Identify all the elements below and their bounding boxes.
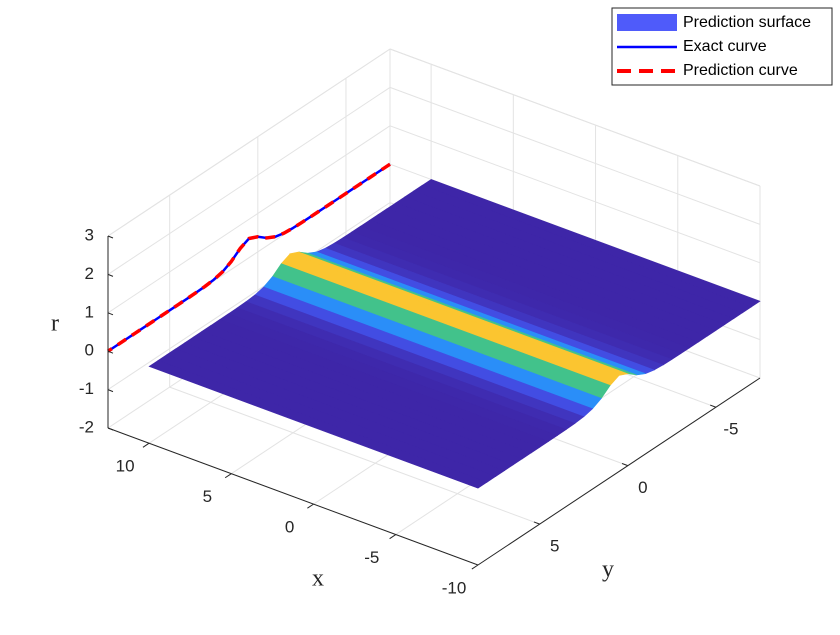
box-edge — [389, 48, 761, 187]
z-tick-label: -1 — [79, 379, 94, 398]
x-tick — [471, 564, 479, 570]
legend-label: Prediction curve — [683, 62, 798, 79]
x-tick-label: 10 — [116, 457, 135, 476]
legend-label: Exact curve — [683, 38, 767, 55]
legend: Prediction surface Exact curve Prediction … — [611, 7, 833, 86]
x-tick — [307, 503, 314, 509]
x-tick — [142, 442, 150, 448]
grid-line — [107, 86, 391, 275]
box-edge — [107, 48, 391, 237]
z-tick — [107, 312, 114, 316]
y-tick-label: 5 — [550, 537, 559, 556]
x-axis-label: x — [312, 566, 324, 592]
y-tick — [621, 463, 628, 467]
z-tick — [107, 427, 114, 431]
z-tick-label: 1 — [85, 302, 94, 321]
x-tick-label: -10 — [442, 578, 467, 597]
x-tick-label: 0 — [285, 518, 294, 537]
x-axis — [107, 427, 479, 566]
z-tick-label: 2 — [85, 264, 94, 283]
z-tick-label: 0 — [85, 341, 94, 360]
x-tick-label: 5 — [203, 487, 212, 506]
z-tick — [107, 350, 114, 354]
x-tick-label: -5 — [364, 548, 379, 567]
y-tick-label: -5 — [723, 420, 738, 439]
x-tick — [389, 534, 397, 540]
grid-line — [389, 86, 761, 225]
grid-line — [107, 125, 391, 314]
plot — [107, 162, 761, 489]
z-axis-label: r — [51, 311, 59, 337]
legend-swatch — [617, 14, 677, 31]
y-axis-label: y — [602, 557, 614, 583]
y-tick-label: 0 — [638, 478, 647, 497]
grid-line — [389, 125, 761, 264]
z-tick-label: 3 — [85, 225, 94, 244]
prediction-curve — [107, 162, 391, 353]
z-tick-label: -2 — [79, 417, 94, 436]
y-tick — [710, 404, 717, 408]
surface-strip — [148, 360, 488, 489]
z-tick — [107, 389, 114, 393]
legend-label: Prediction surface — [683, 14, 811, 31]
z-tick — [107, 235, 114, 239]
x-tick — [224, 473, 232, 479]
grid-line — [107, 202, 391, 391]
y-axis — [477, 377, 761, 566]
grid-line — [169, 386, 540, 525]
z-tick — [107, 273, 114, 277]
y-tick — [533, 521, 540, 525]
